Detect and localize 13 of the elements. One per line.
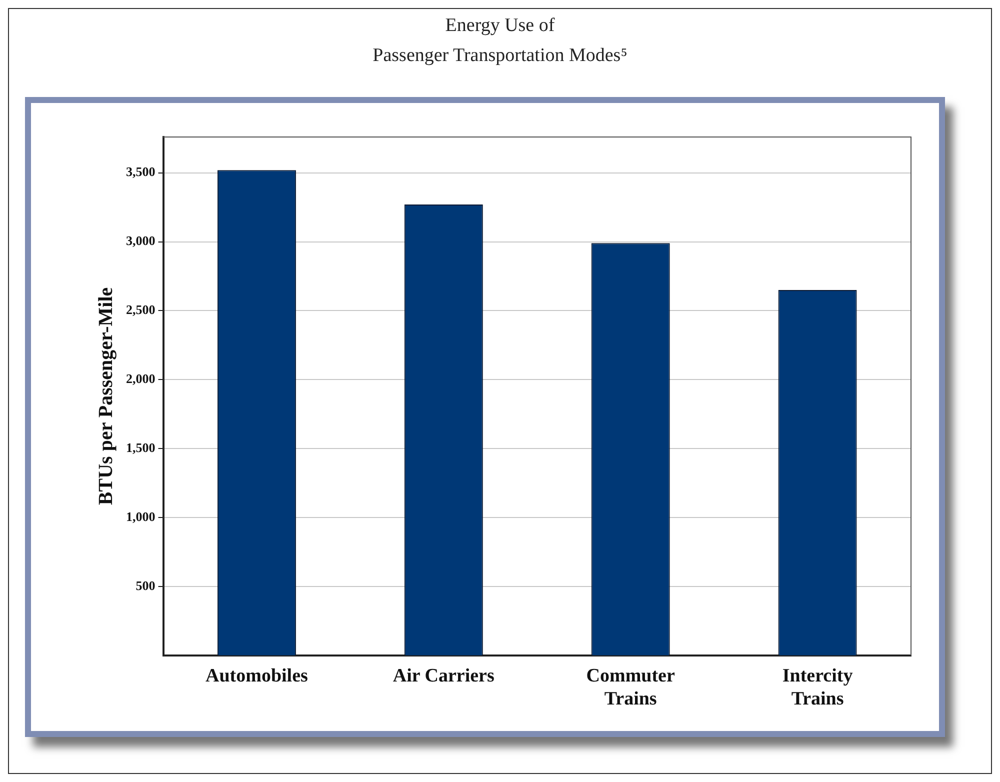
y-tick-label: 3,000 [126,233,156,248]
y-tick-label: 1,500 [126,440,156,455]
y-tick-label: 2,000 [126,371,156,386]
y-tick-label: 1,000 [126,508,156,524]
x-tick-label: Intercity Trains [782,666,854,710]
x-tick-label: Automobiles [206,666,308,687]
y-axis-title: BTUs per Passenger-Mile [95,287,118,506]
x-tick-label: Air Carriers [392,666,494,687]
x-tick-label: Commuter Trains [586,666,676,710]
y-tick-label: 2,500 [126,302,156,318]
chart-title: Energy Use of Passenger Transportation Modes⁵ [372,14,628,68]
y-tick-label: 3,500 [126,164,156,180]
y-tick-label: 500 [136,578,156,593]
